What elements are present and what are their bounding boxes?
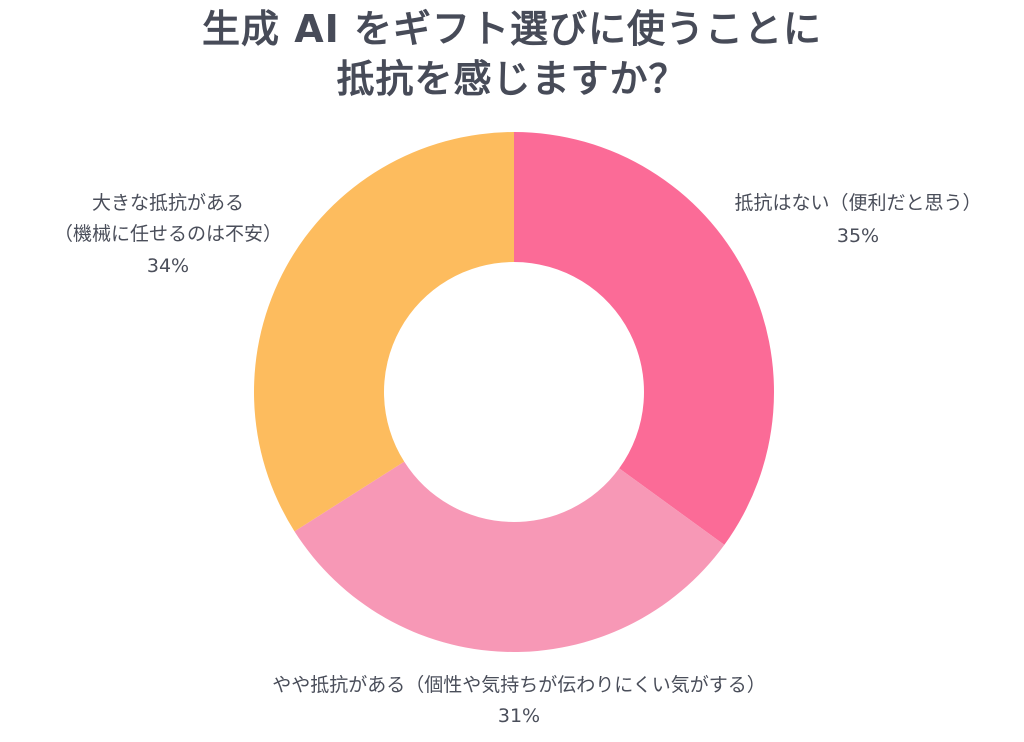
slice-label-strong-resistance-line-1: 大きな抵抗がある [92, 192, 244, 214]
slice-label-no-resistance: 抵抗はない（便利だと思う） [734, 192, 981, 214]
donut-slices [254, 132, 774, 652]
slice-strong-resistance [254, 132, 514, 532]
slice-value-no-resistance: 35% [837, 225, 879, 247]
slice-label-strong-resistance-line-2: （機械に任せるのは不安） [54, 223, 282, 245]
chart-title-line-2: 抵抗を感じますか？ [336, 57, 688, 101]
slice-value-some-resistance: 31% [498, 705, 540, 727]
slice-no-resistance [514, 132, 774, 545]
slice-label-some-resistance: やや抵抗がある（個性や気持ちが伝わりにくい気がする） [272, 674, 766, 696]
slice-value-strong-resistance: 34% [147, 255, 189, 277]
chart-title: 生成 AI をギフト選びに使うことに 抵抗を感じますか？ [0, 4, 1024, 104]
donut-labels: 抵抗はない（便利だと思う） 35% やや抵抗がある（個性や気持ちが伝わりにくい気… [54, 192, 982, 727]
chart-title-line-1: 生成 AI をギフト選びに使うことに [201, 7, 822, 51]
slice-some-resistance [294, 461, 725, 652]
